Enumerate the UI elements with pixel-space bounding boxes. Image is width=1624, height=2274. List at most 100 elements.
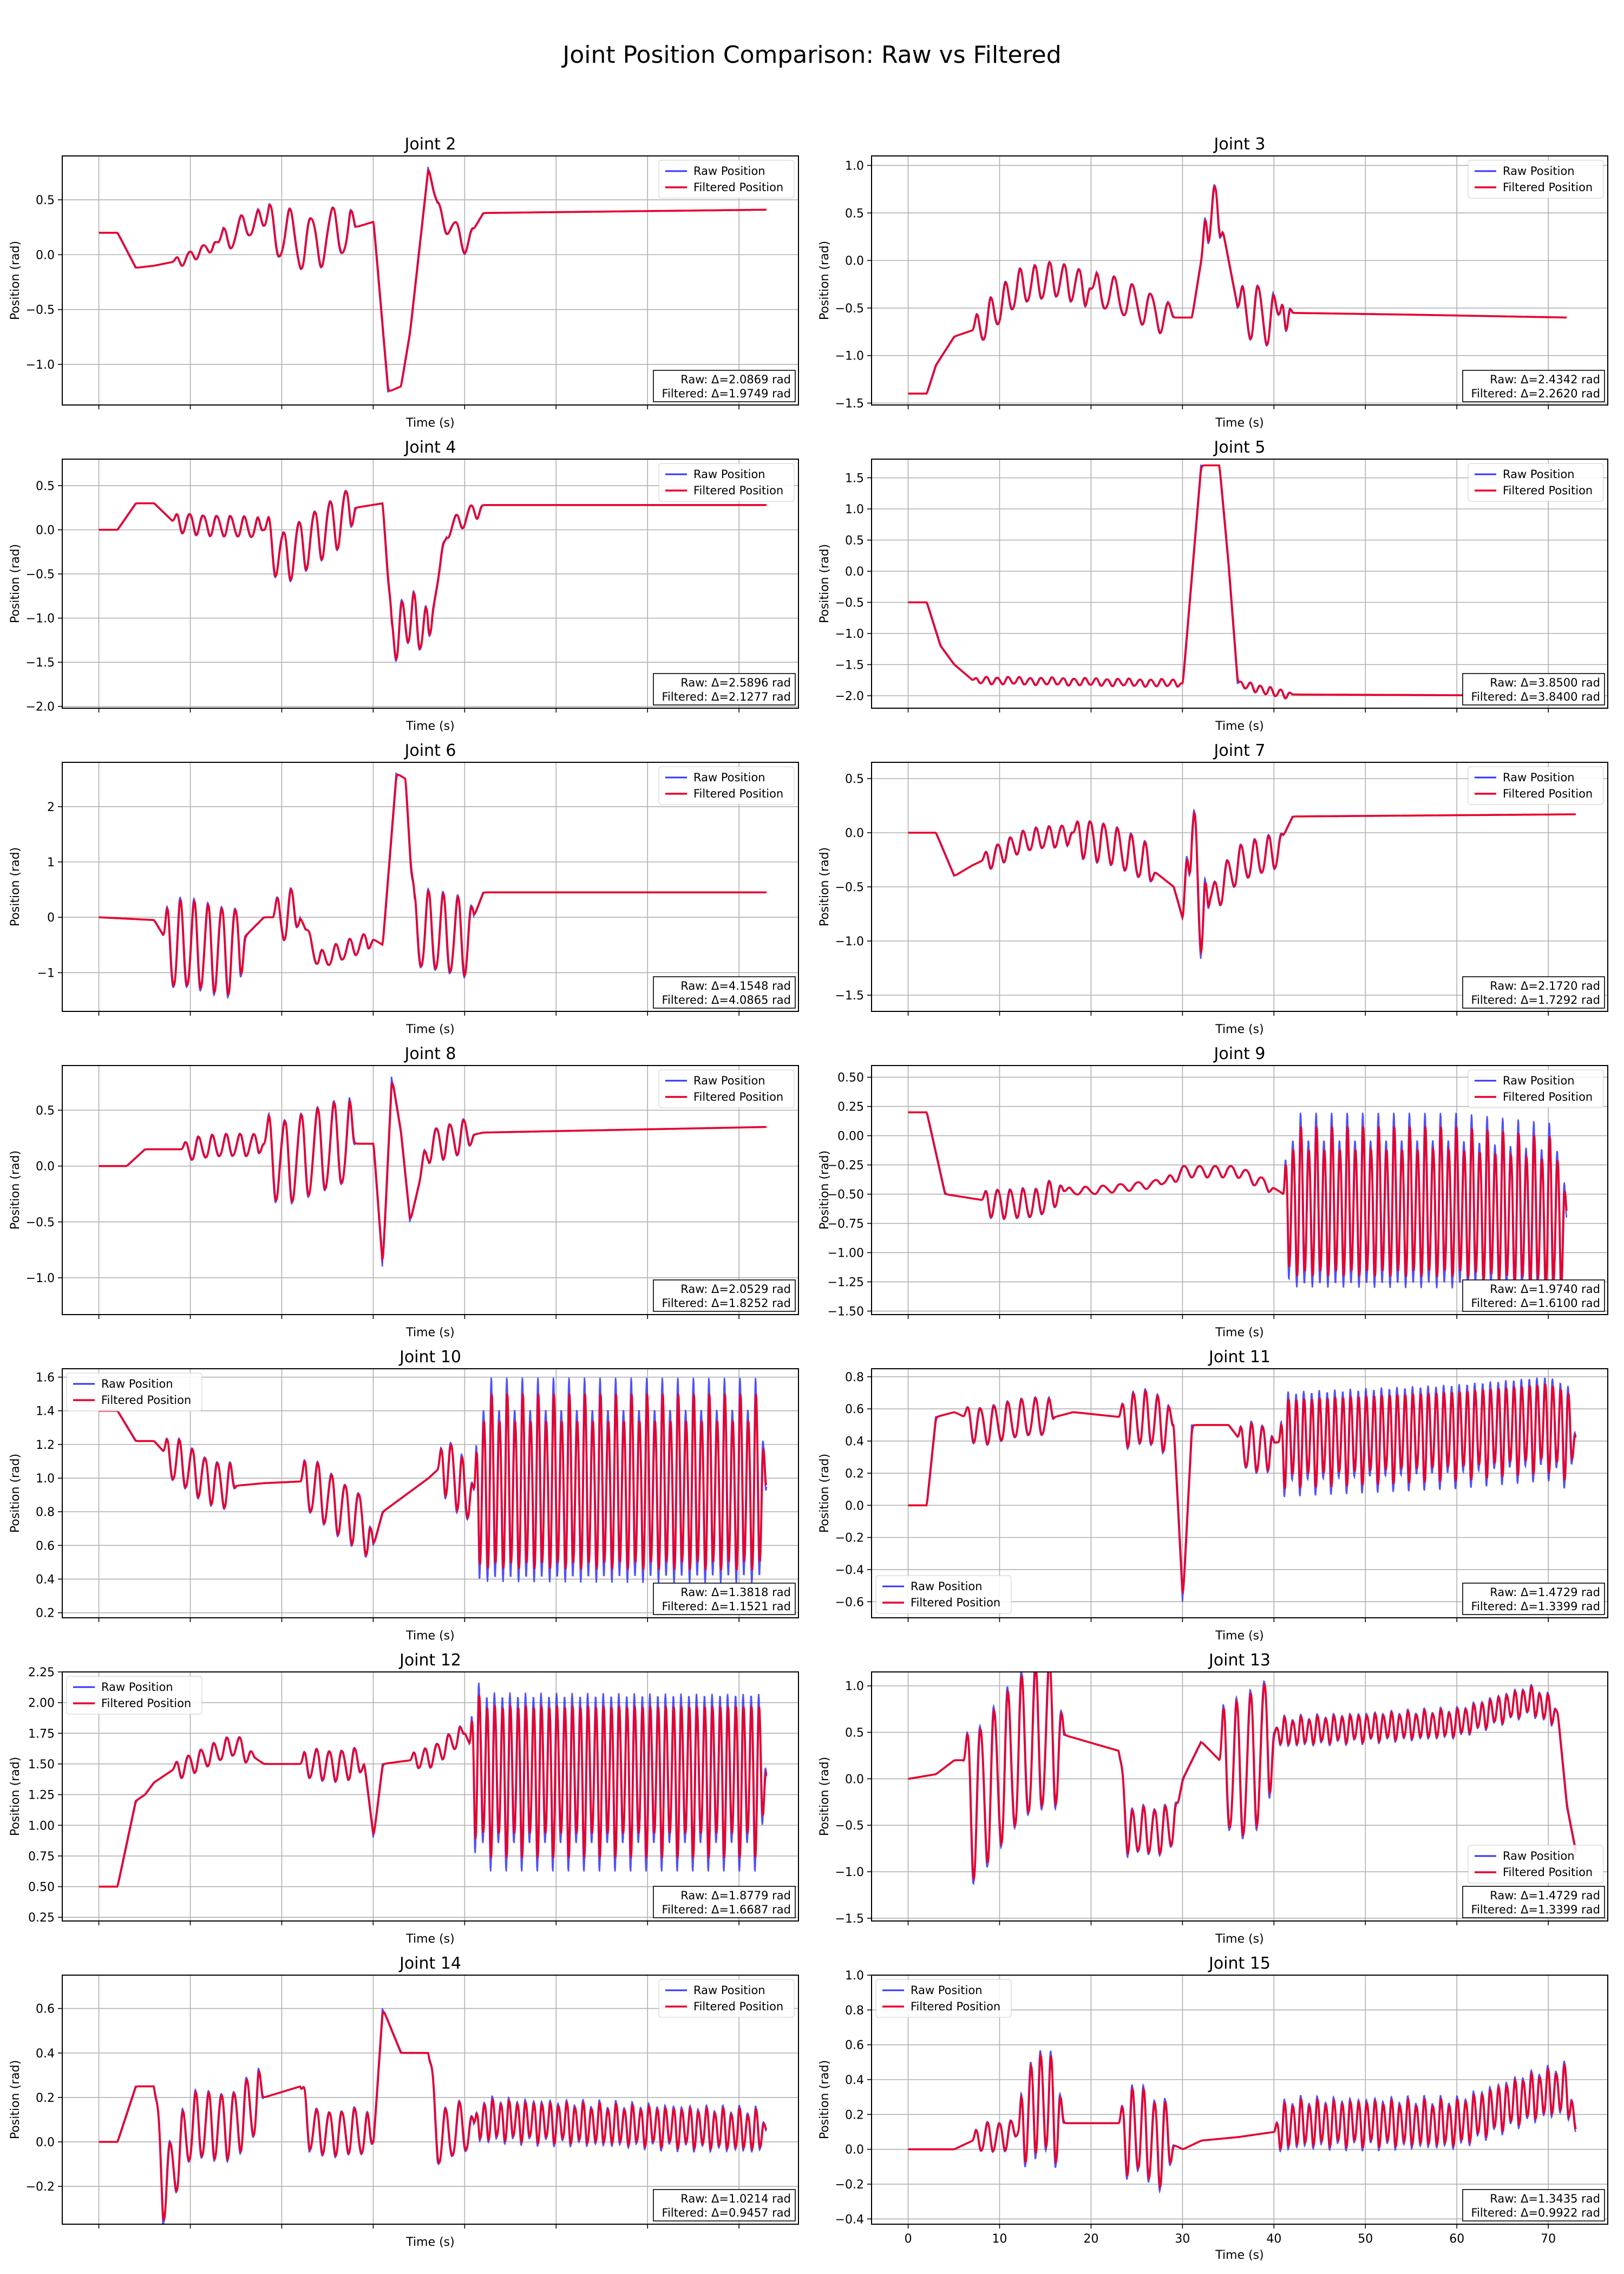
legend: Raw Position Filtered Position bbox=[658, 160, 795, 199]
y-tick-label: 0.6 bbox=[36, 2003, 55, 2016]
subplot-joint-10: Joint 10 0.2 0.4 0.6 0.8 1.0 1.2 1.4 1.6 Time (s)… bbox=[9, 1348, 799, 1643]
x-axis-label: Time (s) bbox=[405, 1629, 454, 1643]
stats-raw-delta: Raw: Δ=3.8500 rad bbox=[1490, 676, 1600, 689]
y-tick-label: 0.0 bbox=[36, 249, 55, 262]
x-axis-label: Time (s) bbox=[405, 720, 454, 733]
x-axis-label: Time (s) bbox=[1215, 1326, 1263, 1339]
legend: Raw Position Filtered Position bbox=[875, 1979, 1012, 2018]
y-tick-label: 0.6 bbox=[845, 2039, 864, 2053]
y-tick-label: 2.25 bbox=[28, 1666, 55, 1680]
y-tick-label: 1.6 bbox=[36, 1371, 55, 1385]
y-tick-label: −1 bbox=[37, 966, 55, 980]
plot-frame bbox=[871, 155, 1608, 406]
y-tick-label: 1.2 bbox=[36, 1439, 55, 1452]
y-axis-label: Position (rad) bbox=[818, 1757, 831, 1836]
y-tick-label: −1.0 bbox=[835, 628, 864, 641]
y-tick-label: 1.0 bbox=[845, 1969, 864, 1983]
legend-box bbox=[875, 1575, 1012, 1614]
stats-box-frame bbox=[1462, 2189, 1605, 2221]
legend-raw-label: Raw Position bbox=[911, 1580, 983, 1593]
y-tick-label: −0.50 bbox=[828, 1188, 864, 1202]
y-tick-label: 2.00 bbox=[28, 1697, 55, 1710]
legend-filtered-label: Filtered Position bbox=[101, 1394, 191, 1407]
subplot-title: Joint 2 bbox=[404, 135, 456, 154]
legend-filtered-label: Filtered Position bbox=[101, 1697, 191, 1710]
legend-raw-label: Raw Position bbox=[101, 1681, 173, 1694]
legend-box bbox=[1468, 1845, 1604, 1884]
filtered-position-line bbox=[99, 1081, 767, 1263]
y-tick-label: 1.0 bbox=[845, 1680, 864, 1694]
y-tick-label: 0.0 bbox=[36, 1160, 55, 1174]
y-tick-label: 0.5 bbox=[36, 194, 55, 207]
y-tick-label: 1.50 bbox=[28, 1758, 55, 1772]
legend-raw-label: Raw Position bbox=[911, 1984, 983, 1997]
legend-box bbox=[1468, 463, 1604, 502]
y-tick-label: 0.8 bbox=[845, 1371, 864, 1384]
filtered-position-line bbox=[99, 1695, 768, 1888]
y-tick-label: −0.5 bbox=[835, 302, 864, 316]
legend-box bbox=[1468, 1069, 1604, 1108]
x-tick-label: 70 bbox=[1541, 2232, 1556, 2246]
y-tick-label: −2.0 bbox=[835, 690, 864, 703]
legend-filtered-label: Filtered Position bbox=[1503, 1090, 1593, 1103]
y-tick-label: −1.5 bbox=[835, 397, 864, 410]
y-tick-label: −0.6 bbox=[835, 1596, 864, 1609]
stats-filtered-delta: Filtered: Δ=3.8400 rad bbox=[1471, 690, 1601, 703]
plot-frame bbox=[62, 1065, 799, 1315]
y-tick-label: 0.0 bbox=[845, 1773, 864, 1786]
plot-frame bbox=[871, 1671, 1608, 1922]
legend-filtered-label: Filtered Position bbox=[693, 1090, 783, 1103]
y-axis-label: Position (rad) bbox=[818, 241, 831, 320]
legend-box bbox=[658, 1069, 795, 1108]
y-tick-label: −1.5 bbox=[835, 1912, 864, 1926]
stats-filtered-delta: Filtered: Δ=1.1521 rad bbox=[662, 1600, 791, 1613]
legend-raw-label: Raw Position bbox=[1503, 468, 1575, 481]
stats-filtered-delta: Filtered: Δ=0.9922 rad bbox=[1471, 2206, 1601, 2219]
y-tick-label: 1.0 bbox=[845, 160, 864, 173]
legend: Raw Position Filtered Position bbox=[875, 1575, 1012, 1614]
y-tick-label: −0.5 bbox=[835, 1819, 864, 1833]
subplot-title: Joint 8 bbox=[404, 1044, 456, 1063]
x-axis-label: Time (s) bbox=[1215, 720, 1263, 733]
subplots-grid: Joint 2 −1.0 −0.5 0.0 0.5 Time (s) Position (r… bbox=[9, 135, 1608, 2262]
legend-raw-label: Raw Position bbox=[101, 1377, 173, 1390]
subplot-joint-2: Joint 2 −1.0 −0.5 0.0 0.5 Time (s) Position (r… bbox=[9, 135, 799, 430]
y-tick-label: 0.2 bbox=[36, 1607, 55, 1620]
y-tick-label: −2.0 bbox=[26, 701, 55, 714]
y-tick-label: 0.0 bbox=[845, 565, 864, 579]
y-tick-label: 0.8 bbox=[845, 2004, 864, 2017]
y-tick-label: 0.5 bbox=[845, 534, 864, 548]
legend-raw-label: Raw Position bbox=[1503, 1074, 1575, 1087]
filtered-position-line bbox=[99, 774, 767, 996]
subplot-joint-7: Joint 7 −1.5 −1.0 −0.5 0.0 0.5 Time (s) Positio… bbox=[818, 741, 1608, 1036]
y-tick-label: 0 bbox=[47, 911, 55, 925]
plot-frame bbox=[871, 762, 1608, 1012]
subplot-joint-15: Joint 15 −0.4 −0.2 0.0 0.2 0.4 0.6 0.8 1.0 0 10 20 3… bbox=[818, 1954, 1608, 2262]
raw-position-line bbox=[99, 489, 767, 662]
subplot-title: Joint 5 bbox=[1213, 438, 1266, 457]
plot-frame bbox=[62, 1368, 799, 1618]
y-axis-label: Position (rad) bbox=[9, 544, 22, 623]
filtered-position-line bbox=[99, 169, 767, 392]
stats-filtered-delta: Filtered: Δ=1.3399 rad bbox=[1471, 1600, 1601, 1613]
y-axis-label: Position (rad) bbox=[9, 241, 22, 320]
stats-filtered-delta: Filtered: Δ=2.2620 rad bbox=[1471, 387, 1601, 400]
x-axis-label: Time (s) bbox=[405, 1932, 454, 1946]
stats-raw-delta: Raw: Δ=1.9740 rad bbox=[1490, 1283, 1600, 1296]
x-tick-label: 60 bbox=[1449, 2232, 1464, 2246]
legend-filtered-label: Filtered Position bbox=[693, 484, 783, 497]
y-tick-label: 1.00 bbox=[28, 1819, 55, 1833]
stats-filtered-delta: Filtered: Δ=0.9457 rad bbox=[662, 2206, 791, 2219]
filtered-position-line bbox=[908, 811, 1576, 956]
legend-filtered-label: Filtered Position bbox=[1503, 1866, 1593, 1879]
y-tick-label: −1.0 bbox=[835, 350, 864, 363]
subplot-title: Joint 6 bbox=[404, 741, 456, 760]
y-tick-label: 0.50 bbox=[28, 1881, 55, 1894]
legend-raw-label: Raw Position bbox=[693, 1074, 765, 1087]
subplot-joint-6: Joint 6 −1 0 1 2 Time (s) Position (rad) Raw Po… bbox=[9, 741, 799, 1036]
y-tick-label: 0.6 bbox=[845, 1403, 864, 1416]
